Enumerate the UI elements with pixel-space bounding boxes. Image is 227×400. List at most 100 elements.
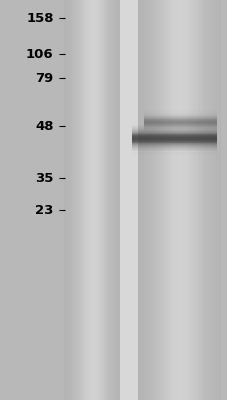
Bar	[132, 152, 216, 153]
Bar	[75, 0, 76, 400]
Bar	[143, 118, 216, 119]
Bar	[180, 0, 182, 400]
Bar	[143, 129, 216, 130]
Bar	[132, 135, 216, 136]
Bar	[132, 140, 216, 141]
Bar	[132, 123, 216, 124]
Bar	[205, 0, 207, 400]
Bar	[143, 123, 216, 124]
Bar	[200, 0, 202, 400]
Bar	[168, 0, 170, 400]
Bar	[65, 0, 66, 400]
Bar	[192, 0, 193, 400]
Bar	[143, 126, 216, 127]
Bar	[171, 0, 173, 400]
Bar	[132, 148, 216, 149]
Bar	[143, 127, 216, 128]
Bar	[207, 0, 208, 400]
Bar	[117, 0, 118, 400]
Bar	[143, 115, 216, 116]
Bar	[119, 0, 137, 400]
Bar	[132, 125, 216, 126]
Bar	[132, 129, 216, 130]
Bar	[217, 0, 219, 400]
Bar	[163, 0, 165, 400]
Bar	[146, 0, 148, 400]
Bar	[208, 0, 210, 400]
Bar	[143, 133, 216, 134]
Bar	[151, 0, 153, 400]
Bar	[143, 117, 216, 118]
Bar	[64, 0, 65, 400]
Bar	[132, 127, 216, 128]
Bar	[132, 150, 216, 152]
Bar	[106, 0, 107, 400]
Bar	[150, 0, 151, 400]
Bar	[86, 0, 87, 400]
Bar	[148, 0, 150, 400]
Bar	[143, 119, 216, 120]
Bar	[132, 128, 216, 129]
Bar	[195, 0, 197, 400]
Bar	[84, 0, 85, 400]
Bar	[70, 0, 72, 400]
Text: 158: 158	[26, 12, 53, 24]
Bar	[69, 0, 70, 400]
Bar	[91, 0, 92, 400]
Bar	[143, 111, 216, 112]
Bar	[143, 130, 216, 131]
Bar	[111, 0, 112, 400]
Bar	[108, 0, 109, 400]
Bar	[143, 109, 216, 110]
Bar	[90, 0, 91, 400]
Bar	[143, 116, 216, 117]
Bar	[68, 0, 69, 400]
Bar	[132, 134, 216, 135]
Bar	[143, 114, 216, 115]
Bar	[132, 137, 216, 138]
Text: 48: 48	[35, 120, 53, 132]
Bar	[143, 131, 216, 132]
Bar	[118, 0, 119, 400]
Bar	[132, 144, 216, 145]
Bar	[143, 110, 216, 111]
Bar	[175, 0, 177, 400]
Bar	[132, 136, 216, 137]
Bar	[99, 0, 100, 400]
Bar	[74, 0, 75, 400]
Bar	[132, 155, 216, 156]
Bar	[143, 122, 216, 123]
Bar	[143, 134, 216, 135]
Bar	[67, 0, 68, 400]
Bar	[132, 143, 216, 144]
Bar	[132, 138, 216, 139]
Bar	[188, 0, 190, 400]
Bar	[79, 0, 81, 400]
Bar	[213, 0, 215, 400]
Bar	[93, 0, 94, 400]
Bar	[81, 0, 82, 400]
Bar	[182, 0, 183, 400]
Bar	[78, 0, 79, 400]
Bar	[132, 153, 216, 154]
Bar	[132, 154, 216, 155]
Bar	[136, 0, 138, 400]
Bar	[197, 0, 198, 400]
Bar	[132, 126, 216, 127]
Bar	[102, 0, 103, 400]
Bar	[132, 120, 216, 121]
Bar	[132, 146, 216, 147]
Bar	[114, 0, 115, 400]
Bar	[143, 132, 216, 133]
Bar	[170, 0, 171, 400]
Bar	[183, 0, 185, 400]
Bar	[116, 0, 117, 400]
Bar	[158, 0, 160, 400]
Bar	[138, 0, 140, 400]
Bar	[132, 142, 216, 144]
Bar	[143, 121, 216, 122]
Bar	[161, 0, 163, 400]
Bar	[132, 121, 216, 122]
Bar	[165, 0, 166, 400]
Bar	[77, 0, 78, 400]
